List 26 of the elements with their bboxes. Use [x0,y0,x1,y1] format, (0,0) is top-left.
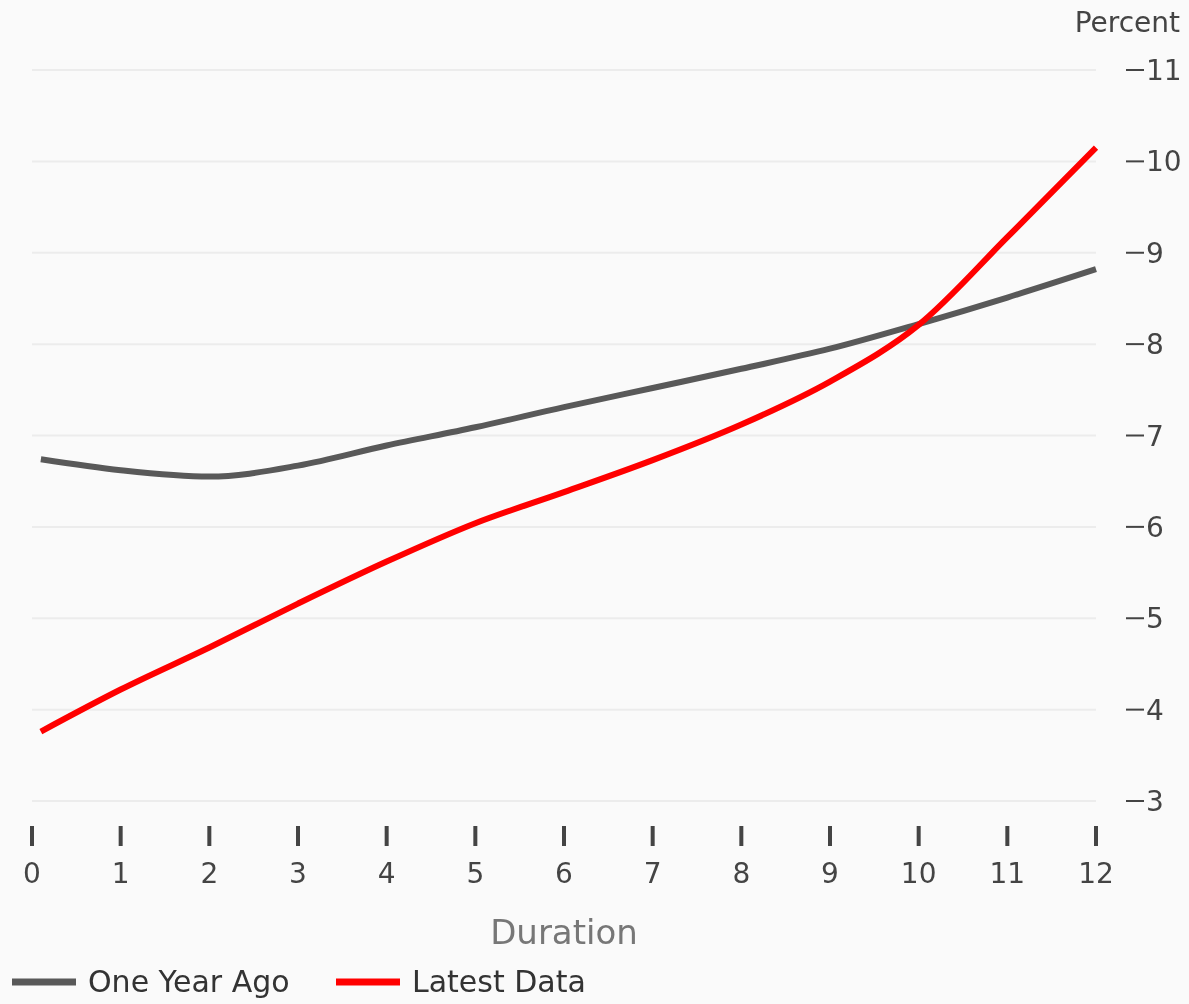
y-tick-label: 9 [1146,236,1164,270]
x-tick-label: 10 [900,857,937,890]
x-axis-title: Duration [490,912,638,952]
x-tick-label: 2 [200,857,219,890]
y-tick-label: 3 [1146,785,1164,818]
x-tick-label: 3 [289,857,307,890]
y-tick-label: 4 [1146,693,1164,727]
y-tick-label: 8 [1146,328,1164,362]
y-tick-label: 7 [1146,419,1164,453]
y-axis-title: Percent [1074,6,1181,39]
x-tick-label: 6 [555,857,573,890]
y-tick-label: 11 [1146,54,1182,87]
x-tick-label: 0 [23,857,41,890]
y-tick-label: 5 [1146,602,1164,636]
x-tick-label: 11 [989,857,1026,890]
y-tick-label: 10 [1146,145,1182,179]
legend-label: One Year Ago [88,964,290,999]
x-tick-label: 4 [377,857,396,890]
x-tick-label: 5 [466,857,485,890]
legend-label: Latest Data [412,964,586,999]
x-tick-label: 7 [643,857,662,890]
x-tick-label: 8 [732,857,751,890]
x-tick-label: 9 [821,857,839,890]
y-tick-label: 6 [1146,510,1164,544]
x-tick-label: 12 [1078,857,1114,890]
x-tick-label: 1 [111,857,130,890]
